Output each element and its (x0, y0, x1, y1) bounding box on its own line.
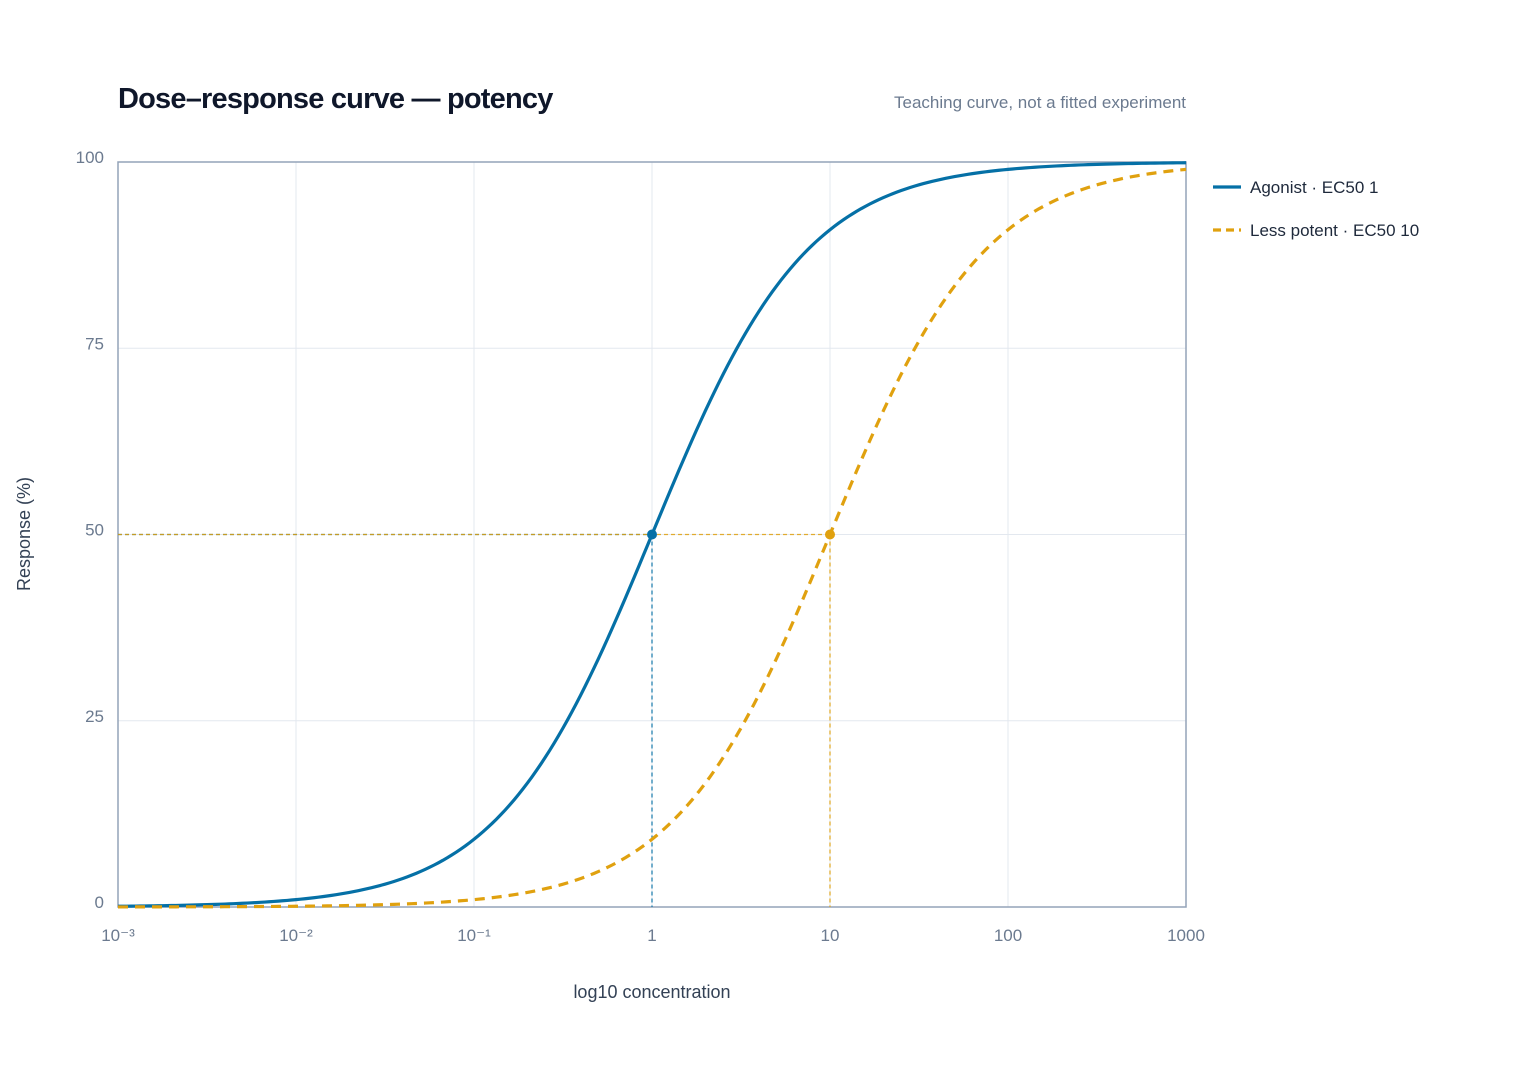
legend-label-1: Agonist · EC50 1 (1250, 178, 1379, 197)
x-tick-label: 10 (821, 926, 840, 945)
y-axis-label: Response (%) (14, 477, 34, 591)
chart-subtitle: Teaching curve, not a fitted experiment (894, 93, 1186, 112)
x-tick-label: 1 (647, 926, 656, 945)
ec50-guides (118, 533, 831, 907)
y-tick-label: 0 (95, 893, 104, 912)
y-tick-label: 50 (85, 521, 104, 540)
x-tick-label: 10⁻² (279, 926, 313, 945)
legend-label-2: Less potent · EC50 10 (1250, 221, 1419, 240)
x-tick-label: 10⁻¹ (457, 926, 491, 945)
x-axis-label: log10 concentration (573, 982, 730, 1002)
ec50-point (647, 529, 657, 540)
x-tick-label: 1000 (1167, 926, 1205, 945)
chart-title: Dose–response curve — potency (118, 83, 553, 115)
x-tick-labels: 10⁻³ 10⁻² 10⁻¹ 1 10 100 1000 (101, 926, 1205, 945)
y-tick-labels: 0 25 50 75 100 (76, 148, 104, 912)
y-tick-label: 75 (85, 334, 104, 353)
y-tick-label: 25 (85, 707, 104, 726)
legend: Agonist · EC50 1 Less potent · EC50 10 (1213, 178, 1419, 240)
ec50-markers (647, 529, 835, 540)
x-tick-label: 100 (994, 926, 1022, 945)
y-tick-label: 100 (76, 148, 104, 167)
series-line-2 (117, 167, 1187, 909)
ec50-point (825, 529, 835, 540)
x-tick-label: 10⁻³ (101, 926, 135, 945)
